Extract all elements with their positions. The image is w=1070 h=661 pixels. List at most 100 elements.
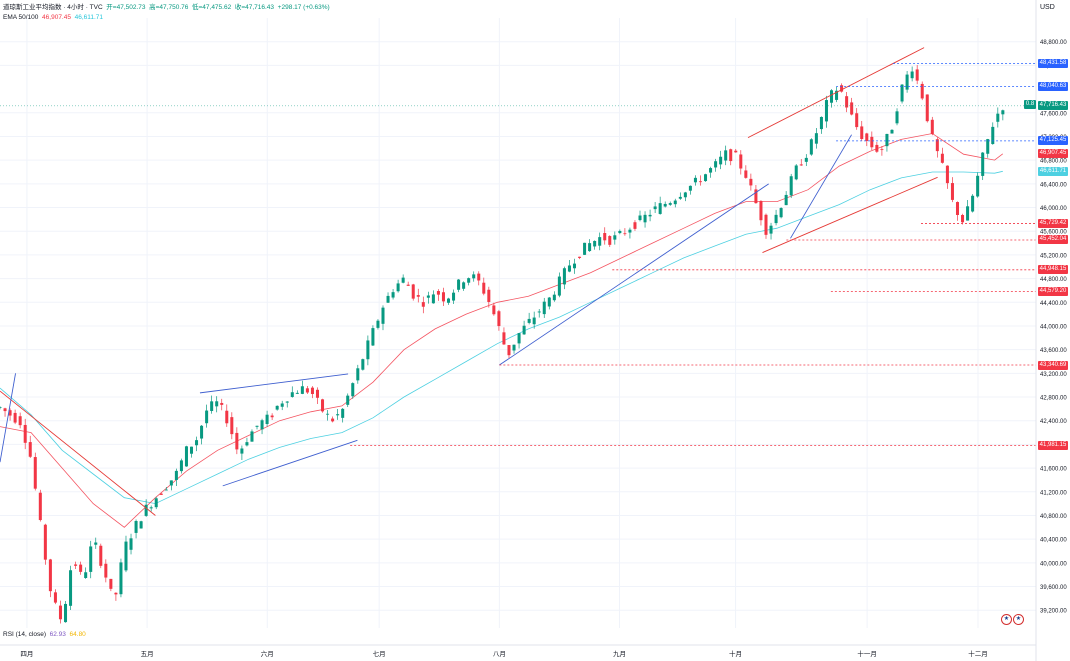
candle-up bbox=[149, 507, 153, 509]
candle-down bbox=[698, 181, 702, 183]
candle-down bbox=[955, 202, 960, 216]
candle-up bbox=[472, 274, 476, 279]
candle-up bbox=[265, 414, 269, 425]
candle-up bbox=[139, 521, 143, 529]
candle-down bbox=[497, 311, 501, 327]
candle-down bbox=[502, 332, 506, 345]
rsi-legend[interactable]: RSI (14, close) 62.93 64.80 bbox=[3, 631, 86, 638]
candle-up bbox=[986, 139, 990, 154]
candle-down bbox=[104, 563, 108, 578]
candle-down bbox=[79, 564, 83, 572]
candle-down bbox=[18, 416, 22, 426]
candlesticks bbox=[0, 65, 1005, 624]
candle-down bbox=[608, 236, 612, 245]
candle-up bbox=[668, 203, 672, 205]
price-tick-label: 43,200.00 bbox=[1040, 372, 1067, 378]
candle-up bbox=[205, 410, 209, 424]
level-tag: 45,452.04 bbox=[1038, 235, 1068, 245]
candle-up bbox=[638, 215, 642, 221]
candle-down bbox=[13, 412, 17, 423]
candle-up bbox=[522, 325, 526, 335]
price-tick-label: 48,800.00 bbox=[1040, 40, 1067, 46]
us-flag-icon[interactable]: ★ bbox=[1001, 614, 1012, 625]
ema100-tag: 46,611.71 bbox=[1038, 166, 1068, 176]
candle-down bbox=[482, 282, 486, 294]
candle-up bbox=[814, 133, 818, 144]
candle-up bbox=[643, 214, 647, 223]
candle-down bbox=[754, 189, 758, 204]
candle-up bbox=[64, 603, 68, 623]
candle-up bbox=[537, 311, 541, 313]
candle-up bbox=[673, 200, 677, 205]
symbol-title[interactable]: 道琼斯工业平均指数 · 4小时 · TVC bbox=[3, 4, 103, 11]
candle-up bbox=[119, 562, 123, 595]
candle-down bbox=[930, 119, 934, 135]
horizontal-levels[interactable] bbox=[0, 63, 1036, 446]
us-flag-icon[interactable]: ★ bbox=[1013, 614, 1024, 625]
candle-up bbox=[991, 126, 995, 145]
candle-up bbox=[452, 292, 456, 301]
candle-down bbox=[99, 545, 103, 566]
candle-up bbox=[210, 401, 214, 411]
candle-up bbox=[804, 157, 808, 162]
price-tick-label: 40,800.00 bbox=[1040, 514, 1067, 520]
month-label: 八月 bbox=[493, 650, 506, 658]
candle-up bbox=[714, 161, 718, 168]
candle-down bbox=[43, 524, 47, 560]
candle-up bbox=[94, 542, 98, 545]
candle-down bbox=[58, 605, 62, 620]
candle-down bbox=[38, 492, 42, 521]
price-tick-label: 39,600.00 bbox=[1040, 585, 1067, 591]
candle-down bbox=[749, 178, 753, 186]
candle-down bbox=[406, 284, 410, 286]
candle-up bbox=[572, 263, 577, 269]
candle-up bbox=[769, 225, 773, 234]
candle-up bbox=[401, 277, 405, 283]
candle-up bbox=[658, 203, 662, 214]
ema-label[interactable]: EMA 50/100 bbox=[3, 14, 39, 21]
candle-down bbox=[33, 457, 37, 489]
price-tick-label: 46,800.00 bbox=[1040, 159, 1067, 165]
candle-up bbox=[890, 129, 894, 134]
price-axis[interactable]: 48,800.0048,400.0047,600.0047,200.0046,8… bbox=[1035, 0, 1070, 661]
month-label: 十一月 bbox=[857, 649, 877, 658]
trend-line bbox=[222, 439, 358, 487]
price-tick-label: 46,000.00 bbox=[1040, 206, 1067, 212]
chart-legend: 道琼斯工业平均指数 · 4小时 · TVC 开=47,502.73 高=47,7… bbox=[3, 3, 330, 23]
candle-up bbox=[164, 489, 168, 491]
trend-line bbox=[0, 373, 16, 463]
price-tick-label: 41,200.00 bbox=[1040, 490, 1067, 496]
price-tick-label: 40,000.00 bbox=[1040, 561, 1067, 567]
candle-down bbox=[739, 154, 743, 169]
candle-up bbox=[154, 498, 158, 508]
candle-up bbox=[704, 174, 708, 182]
candle-up bbox=[971, 195, 975, 212]
candle-down bbox=[159, 493, 163, 495]
candle-up bbox=[84, 572, 88, 578]
candle-up bbox=[381, 307, 385, 324]
candle-up bbox=[829, 90, 834, 103]
month-label: 九月 bbox=[613, 649, 626, 658]
candle-down bbox=[850, 102, 854, 115]
candle-down bbox=[321, 399, 325, 412]
candle-up bbox=[532, 317, 536, 325]
candle-down bbox=[925, 94, 929, 122]
candle-down bbox=[744, 170, 748, 178]
currency-label[interactable]: USD bbox=[1040, 4, 1055, 11]
candle-down bbox=[603, 233, 607, 241]
time-axis[interactable]: 四月 五月 六月 七月 八月 九月 十月 十一月 十二月 bbox=[0, 644, 1036, 658]
candle-down bbox=[109, 578, 113, 589]
trend-line bbox=[199, 373, 349, 394]
candle-up bbox=[179, 460, 183, 472]
price-tick-label: 41,600.00 bbox=[1040, 467, 1067, 473]
candle-down bbox=[48, 559, 52, 592]
candle-up bbox=[648, 214, 652, 217]
candle-down bbox=[865, 133, 869, 141]
candle-up bbox=[688, 185, 692, 191]
candle-up bbox=[835, 90, 839, 100]
candle-down bbox=[421, 302, 425, 307]
rsi-label: RSI (14, close) bbox=[3, 631, 46, 638]
candle-down bbox=[880, 149, 884, 151]
candle-down bbox=[310, 387, 314, 395]
